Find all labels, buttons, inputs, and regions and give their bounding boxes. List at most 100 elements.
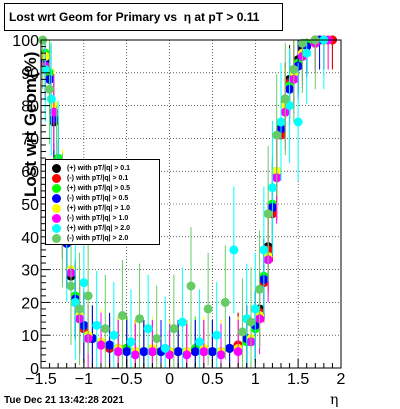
data-point (66, 281, 76, 291)
data-point (113, 347, 123, 357)
data-point (152, 333, 162, 343)
x-tick-label: 2 (337, 371, 346, 388)
data-point (165, 350, 175, 360)
data-point (182, 350, 192, 360)
data-point (246, 317, 256, 327)
legend: (+) with pT/|q| > 0.1 (-) with pT/|q| > 0… (45, 159, 160, 245)
data-point (259, 245, 269, 255)
data-point (207, 347, 217, 357)
data-point (293, 117, 303, 127)
data-point (100, 324, 110, 334)
data-point (280, 94, 290, 104)
data-point (173, 347, 183, 357)
legend-label: (-) with pT/|q| > 2.0 (67, 234, 129, 242)
legend-marker (52, 223, 61, 233)
data-point (45, 84, 55, 94)
x-tick-label: −0.5 (111, 371, 143, 388)
data-point (285, 101, 295, 111)
legend-label: (-) with pT/|q| > 0.5 (67, 194, 129, 202)
legend-label: (-) with pT/|q| > 0.1 (67, 174, 129, 182)
y-tick-label: 30 (21, 263, 39, 280)
y-tick-label: 0 (30, 361, 39, 378)
data-point (105, 340, 115, 350)
data-point (297, 38, 307, 48)
x-tick-label: 0.5 (201, 371, 223, 388)
data-point (70, 297, 80, 307)
y-tick-label: 70 (21, 131, 39, 148)
data-point (126, 337, 136, 347)
axes: −1.5 −1 −0.5 0 0.5 1 1.5 2010203040506070809010… (12, 33, 345, 388)
legend-label: (-) with pT/|q| > 1.0 (67, 214, 129, 222)
legend-item: (+) with pT/|q| > 0.5 (46, 183, 159, 193)
data-point (79, 278, 89, 288)
legend-item: (-) with pT/|q| > 1.0 (46, 213, 159, 223)
data-point (216, 350, 226, 360)
data-point (250, 304, 260, 314)
data-point (143, 324, 153, 334)
data-point (75, 304, 85, 314)
data-point (255, 284, 265, 294)
y-tick-label: 20 (21, 295, 39, 312)
data-point (276, 117, 286, 127)
x-tick-label: 1 (251, 371, 260, 388)
legend-item: (-) with pT/|q| > 0.1 (46, 173, 159, 183)
data-point (190, 347, 200, 357)
y-tick-label: 100 (12, 33, 39, 50)
data-point (109, 330, 119, 340)
legend-label: (+) with pT/|q| > 0.1 (67, 164, 131, 172)
legend-marker (52, 203, 61, 213)
data-point (212, 330, 222, 340)
legend-item: (+) with pT/|q| > 0.1 (46, 163, 159, 173)
data-point (186, 281, 196, 291)
data-point (220, 297, 230, 307)
data-point (225, 343, 235, 353)
y-tick-label: 50 (21, 197, 39, 214)
data-point (267, 183, 277, 193)
data-point (237, 327, 247, 337)
y-tick-label: 10 (21, 328, 39, 345)
data-point (263, 209, 273, 219)
legend-marker (52, 213, 61, 223)
y-tick-label: 90 (21, 66, 39, 83)
data-point (177, 317, 187, 327)
timestamp: Tue Dec 21 13:42:28 2021 (4, 395, 124, 406)
legend-item: (+) with pT/|q| > 2.0 (46, 223, 159, 233)
legend-marker (52, 173, 61, 183)
data-point (96, 340, 106, 350)
data-point (272, 130, 282, 140)
data-point (49, 107, 59, 117)
y-tick-label: 40 (21, 230, 39, 247)
legend-label: (+) with pT/|q| > 0.5 (67, 184, 131, 192)
legend-marker (52, 183, 61, 193)
y-tick-label: 80 (21, 99, 39, 116)
legend-marker (52, 193, 61, 203)
data-point (199, 347, 209, 357)
data-point (139, 347, 149, 357)
data-point (130, 350, 140, 360)
data-point (195, 337, 205, 347)
legend-item: (+) with pT/|q| > 1.0 (46, 203, 159, 213)
x-tick-label: 0 (165, 371, 174, 388)
x-tick-label: −1.5 (25, 371, 57, 388)
x-tick-label: −1 (75, 371, 93, 388)
legend-item: (-) with pT/|q| > 0.5 (46, 193, 159, 203)
data-point (46, 94, 56, 104)
data-point (302, 48, 312, 58)
data-point (117, 311, 127, 321)
data-point (169, 324, 179, 334)
legend-label: (+) with pT/|q| > 2.0 (67, 224, 131, 232)
data-point (135, 314, 145, 324)
data-point (92, 320, 102, 330)
legend-label: (+) with pT/|q| > 1.0 (67, 204, 131, 212)
data-point (147, 347, 157, 357)
data-point (203, 304, 213, 314)
data-point (233, 347, 243, 357)
x-tick-label: 1.5 (287, 371, 309, 388)
data-point (160, 343, 170, 353)
legend-marker (52, 233, 61, 243)
legend-marker (52, 163, 61, 173)
y-axis-label: Lost wrt Geom(%) (21, 51, 40, 197)
data-point (289, 65, 299, 75)
y-tick-label: 60 (21, 164, 39, 181)
